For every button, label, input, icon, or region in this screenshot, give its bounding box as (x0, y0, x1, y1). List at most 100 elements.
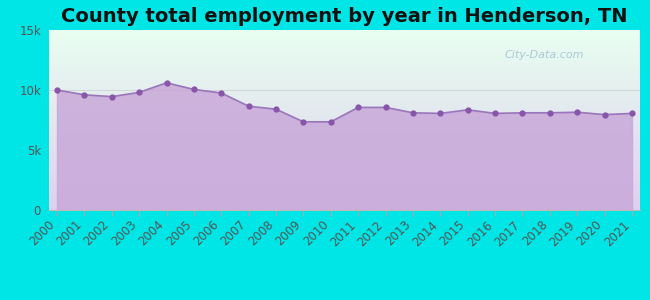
Point (52, 88, 62, 92)
Bar (49, 145, 640, 146)
Bar (49, 60, 640, 61)
Bar (49, 68, 640, 69)
Bar (49, 165, 640, 166)
Bar (49, 113, 640, 114)
Bar (49, 173, 640, 174)
Bar (49, 114, 640, 115)
Point (408, 110, 418, 115)
Point (463, 107, 473, 112)
Point (599, 112, 610, 117)
Bar (49, 36, 640, 37)
Bar (49, 35, 640, 36)
Point (490, 111, 501, 116)
Bar (49, 160, 640, 161)
Bar (49, 133, 640, 134)
Bar (49, 201, 640, 202)
Bar (49, 157, 640, 158)
Bar (49, 49, 640, 50)
Bar (49, 63, 640, 64)
Bar (49, 61, 640, 62)
Bar (49, 86, 640, 87)
Bar (49, 169, 640, 170)
Bar (49, 150, 640, 151)
Bar (49, 163, 640, 164)
Point (216, 91, 226, 95)
Bar (49, 42, 640, 43)
Bar (49, 45, 640, 46)
Bar (49, 58, 640, 59)
Bar (49, 99, 640, 100)
Bar (49, 208, 640, 209)
Bar (49, 87, 640, 88)
Bar (49, 125, 640, 126)
Bar (49, 204, 640, 205)
Bar (49, 136, 640, 137)
Bar (49, 172, 640, 173)
Bar (49, 185, 640, 186)
Bar (49, 191, 640, 192)
Bar (49, 199, 640, 200)
Bar (49, 190, 640, 191)
Bar (49, 115, 640, 116)
Point (134, 90, 144, 95)
Bar (49, 40, 640, 41)
Bar (49, 153, 640, 154)
Bar (49, 181, 640, 182)
Bar (49, 103, 640, 104)
Bar (49, 175, 640, 176)
Bar (49, 139, 640, 140)
Bar (49, 38, 640, 39)
Bar (49, 89, 640, 90)
Bar (49, 148, 640, 149)
Bar (49, 174, 640, 175)
Point (244, 104, 254, 109)
Point (188, 87, 199, 92)
Bar (49, 106, 640, 107)
Bar (49, 177, 640, 178)
Bar (49, 149, 640, 150)
Bar (49, 167, 640, 168)
Bar (49, 37, 640, 38)
Bar (49, 119, 640, 120)
Bar (49, 170, 640, 171)
Bar (49, 143, 640, 144)
Point (107, 94, 117, 99)
Point (545, 110, 555, 115)
Bar (49, 147, 640, 148)
Bar (49, 108, 640, 109)
Bar (49, 93, 640, 94)
Bar (49, 82, 640, 83)
Bar (49, 209, 640, 210)
Bar (49, 206, 640, 207)
Point (435, 111, 445, 116)
Bar (49, 33, 640, 34)
Bar (49, 116, 640, 117)
Bar (49, 59, 640, 60)
Bar (49, 182, 640, 183)
Bar (49, 192, 640, 193)
Bar (49, 187, 640, 188)
Bar (49, 178, 640, 179)
Bar (49, 51, 640, 52)
Bar (49, 90, 640, 91)
Bar (49, 98, 640, 99)
Bar (49, 80, 640, 81)
Bar (49, 203, 640, 204)
Bar (49, 121, 640, 122)
Bar (49, 200, 640, 201)
Bar (49, 164, 640, 165)
Bar (49, 176, 640, 177)
Bar (49, 69, 640, 70)
Bar (49, 198, 640, 199)
Bar (49, 141, 640, 142)
Bar (49, 78, 640, 79)
Bar (49, 160, 640, 161)
Bar (49, 46, 640, 47)
Bar (49, 44, 640, 45)
Bar (49, 62, 640, 63)
Point (326, 119, 336, 124)
Bar (49, 189, 640, 190)
Bar (49, 171, 640, 172)
Bar (49, 111, 640, 112)
Bar (49, 118, 640, 119)
